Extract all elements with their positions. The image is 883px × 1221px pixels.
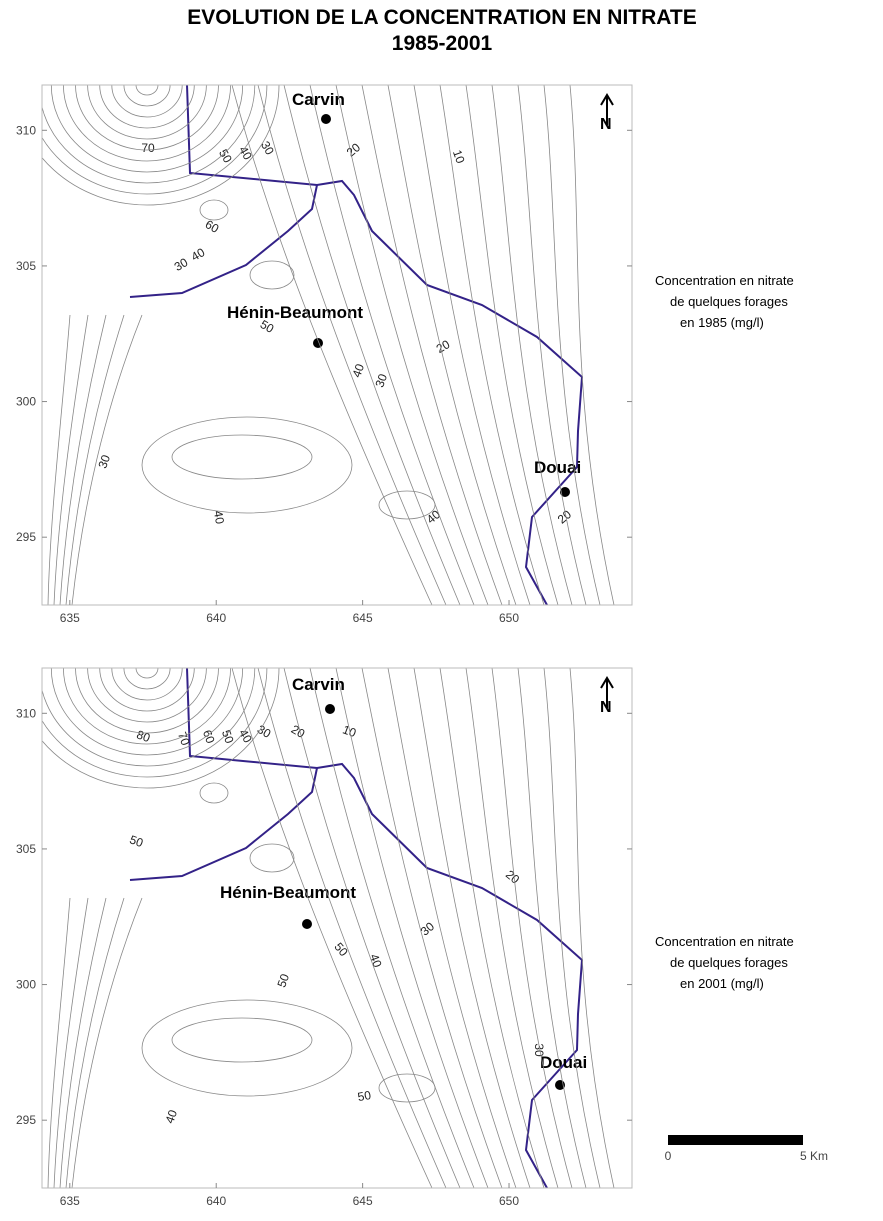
river (187, 85, 582, 605)
contour-label: 50 (128, 832, 146, 850)
contour-label: 30 (418, 919, 437, 939)
y-tick-label: 305 (16, 842, 36, 856)
isoline (54, 898, 88, 1188)
contour-label: 30 (255, 722, 274, 741)
title: 1985-2001 (392, 32, 493, 55)
place-label: Douai (540, 1053, 587, 1072)
isoline (258, 85, 446, 605)
isoline (232, 85, 432, 605)
place-dot (321, 114, 331, 124)
y-tick-label: 310 (16, 706, 36, 720)
contour-label: 50 (357, 1088, 373, 1104)
x-tick-label: 640 (206, 611, 226, 625)
isoline (414, 85, 530, 605)
isoline (142, 417, 352, 513)
contour-label: 30 (172, 255, 191, 274)
place-dot (302, 919, 312, 929)
x-tick-label: 635 (60, 1194, 80, 1208)
place-label: Hénin-Beaumont (220, 883, 356, 902)
river (130, 768, 317, 880)
isoline (15, 0, 279, 205)
x-tick-label: 645 (353, 1194, 373, 1208)
isoline (66, 315, 124, 605)
caption: Concentration en nitrate (655, 934, 794, 949)
y-tick-label: 310 (16, 123, 36, 137)
scale-start: 0 (665, 1149, 672, 1163)
contour-label: 70 (141, 141, 155, 155)
isolines (15, 548, 614, 1188)
title: EVOLUTION DE LA CONCENTRATION EN NITRATE (187, 6, 696, 29)
isoline (336, 85, 488, 605)
contour-label: 20 (503, 867, 522, 887)
contour-label: 30 (258, 139, 277, 158)
isoline (310, 668, 474, 1188)
figure: EVOLUTION DE LA CONCENTRATION EN NITRATE… (0, 0, 883, 1216)
isoline (518, 668, 586, 1188)
isoline (250, 261, 294, 289)
isolines-inner (15, 548, 614, 1188)
caption: de quelques forages (670, 955, 788, 970)
isoline (200, 783, 228, 803)
caption: en 1985 (mg/l) (680, 315, 764, 330)
place-label: Carvin (292, 90, 345, 109)
x-tick-label: 650 (499, 1194, 519, 1208)
y-tick-label: 300 (16, 395, 36, 409)
isoline (518, 85, 586, 605)
isoline (72, 898, 142, 1188)
isoline (232, 668, 432, 1188)
river (130, 185, 317, 297)
isoline (172, 435, 312, 479)
contour-label: 80 (135, 727, 153, 745)
contour-label: 50 (216, 147, 235, 166)
isoline (48, 315, 70, 605)
contour-label: 50 (274, 972, 292, 990)
contour-label: 20 (344, 140, 363, 160)
y-tick-label: 305 (16, 259, 36, 273)
contour-label: 60 (200, 728, 218, 746)
caption: Concentration en nitrate (655, 273, 794, 288)
scale-end: 5 Km (800, 1149, 828, 1163)
isoline (54, 315, 88, 605)
isoline (440, 668, 544, 1188)
isoline (172, 1018, 312, 1062)
isoline (200, 200, 228, 220)
caption: de quelques forages (670, 294, 788, 309)
isoline (492, 668, 572, 1188)
y-tick-label: 295 (16, 530, 36, 544)
north-label: N (600, 116, 612, 133)
isoline (492, 85, 572, 605)
place-label: Carvin (292, 675, 345, 694)
x-tick-label: 650 (499, 611, 519, 625)
place-dot (325, 704, 335, 714)
x-tick-label: 635 (60, 611, 80, 625)
contour-label: 40 (189, 245, 208, 264)
scale-bar (668, 1135, 803, 1145)
isoline (570, 668, 614, 1188)
y-tick-label: 295 (16, 1113, 36, 1127)
north-label: N (600, 699, 612, 716)
isoline (27, 0, 267, 194)
x-tick-label: 645 (353, 611, 373, 625)
isoline (466, 85, 558, 605)
isoline (66, 898, 124, 1188)
isoline (48, 898, 70, 1188)
river (187, 668, 582, 1188)
caption: en 2001 (mg/l) (680, 976, 764, 991)
isoline (570, 85, 614, 605)
y-tick-label: 300 (16, 978, 36, 992)
isoline (336, 668, 488, 1188)
contour-label: 30 (372, 372, 390, 390)
isoline (466, 668, 558, 1188)
contour-label: 10 (450, 148, 468, 166)
place-label: Hénin-Beaumont (227, 303, 363, 322)
isoline (250, 844, 294, 872)
contour-label: 40 (162, 1108, 180, 1126)
contour-label: 20 (434, 337, 453, 356)
x-tick-label: 640 (206, 1194, 226, 1208)
isoline (142, 1000, 352, 1096)
